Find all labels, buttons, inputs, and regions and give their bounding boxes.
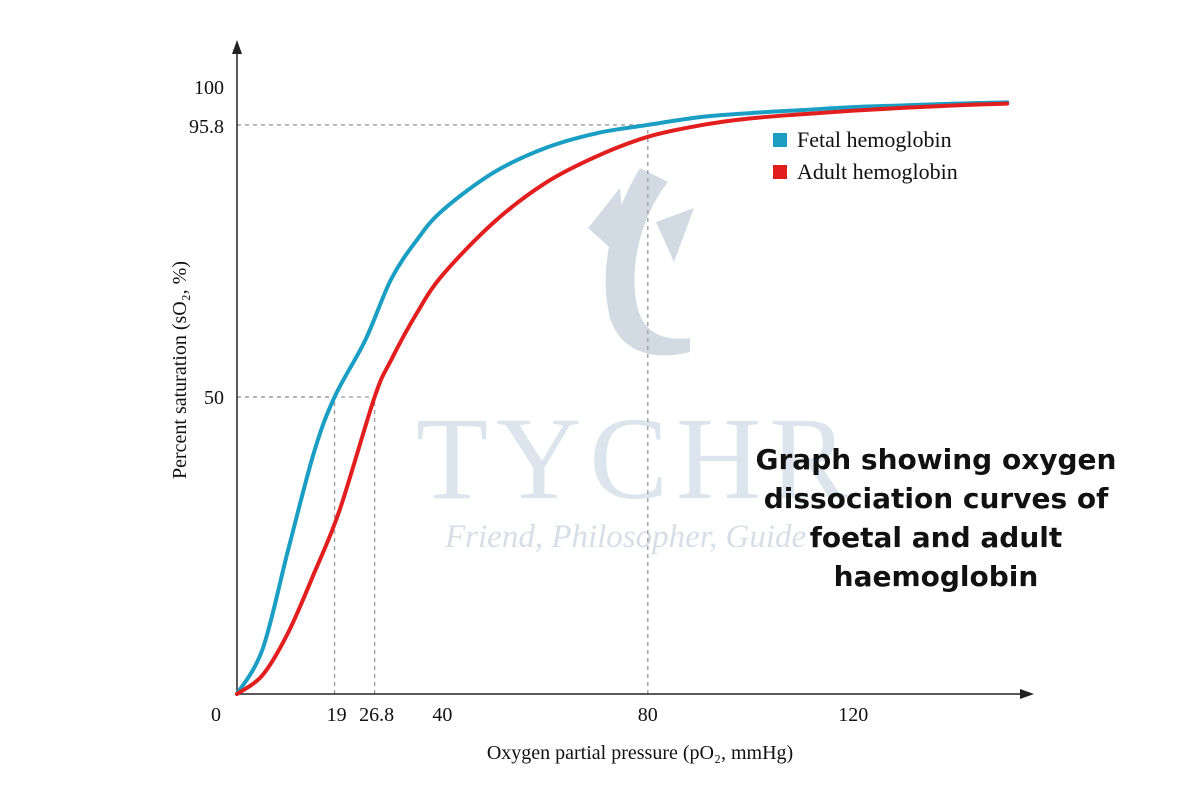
x-tick-labels: 0 19 26.8 40 80 120 <box>211 704 868 726</box>
x-tick-label: 80 <box>638 704 658 726</box>
watermark-logo-icon <box>588 168 694 356</box>
legend-swatch <box>773 165 787 179</box>
x-tick-label: 0 <box>211 704 221 726</box>
y-axis-arrow-icon <box>232 40 242 54</box>
watermark: TYCHR Friend, Philosopher, Guide <box>416 168 856 555</box>
x-tick-label: 19 <box>327 704 347 726</box>
x-tick-label: 40 <box>432 704 452 726</box>
y-tick-labels: 50 95.8 100 <box>189 77 224 409</box>
series-line-fetal <box>235 100 1010 696</box>
y-axis-label: Percent saturation (sO₂, %) <box>169 261 191 479</box>
chart-caption: Graph showing oxygen dissociation curves… <box>755 443 1117 593</box>
watermark-tagline: Friend, Philosopher, Guide <box>444 519 806 555</box>
legend: Fetal hemoglobin Adult hemoglobin <box>773 127 958 184</box>
y-tick-label: 95.8 <box>189 116 224 138</box>
series-lines <box>235 100 1010 696</box>
series-line-adult <box>235 101 1010 696</box>
reference-lines <box>237 124 649 694</box>
y-tick-label: 50 <box>204 387 224 409</box>
legend-label: Adult hemoglobin <box>797 159 958 184</box>
x-tick-label: 120 <box>838 704 868 726</box>
legend-label: Fetal hemoglobin <box>797 127 952 152</box>
x-axis-label: Oxygen partial pressure (pO₂, mmHg) <box>487 742 793 764</box>
watermark-brand: TYCHR <box>416 393 856 524</box>
legend-swatch <box>773 133 787 147</box>
x-tick-label: 26.8 <box>359 704 394 726</box>
y-tick-label: 100 <box>194 77 224 99</box>
x-axis-arrow-icon <box>1020 689 1034 699</box>
